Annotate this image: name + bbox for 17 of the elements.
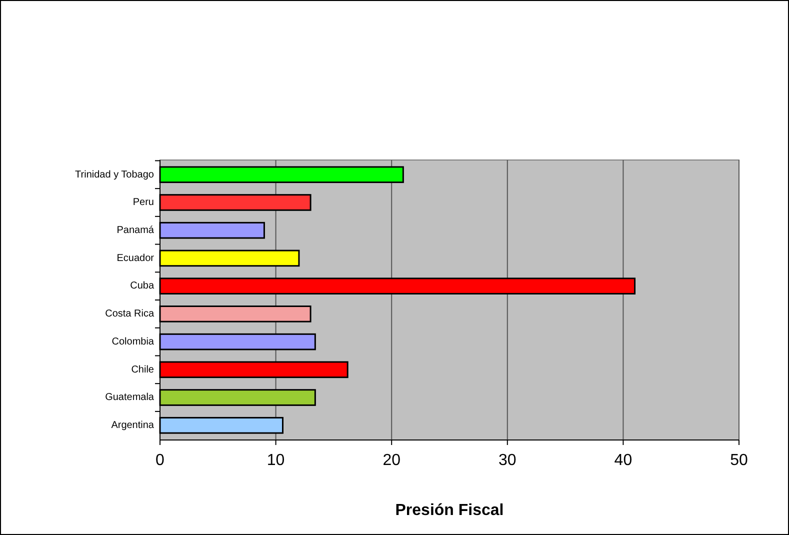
x-tick-label: 30 — [498, 452, 516, 469]
y-tick-label: Guatemala — [105, 392, 154, 404]
y-tick-label: Trinidad y Tobago — [75, 169, 154, 180]
y-tick-label: Panamá — [116, 224, 154, 236]
y-tick-label: Ecuador — [116, 252, 155, 264]
x-tick-label: 10 — [266, 452, 285, 469]
y-tick-label: Peru — [132, 197, 154, 208]
x-tick-label: 40 — [614, 452, 632, 469]
y-tick-label: Chile — [131, 364, 154, 376]
y-tick-label: Cuba — [130, 280, 154, 292]
x-tick-label: 20 — [382, 452, 401, 469]
y-tick-label: Colombia — [112, 336, 154, 348]
x-tick-label: 50 — [730, 452, 748, 469]
y-tick-label: Costa Rica — [105, 308, 154, 320]
x-tick-label: 0 — [156, 452, 165, 469]
y-tick-label: Argentina — [111, 420, 154, 432]
x-axis-title: Presión Fiscal — [395, 502, 504, 519]
